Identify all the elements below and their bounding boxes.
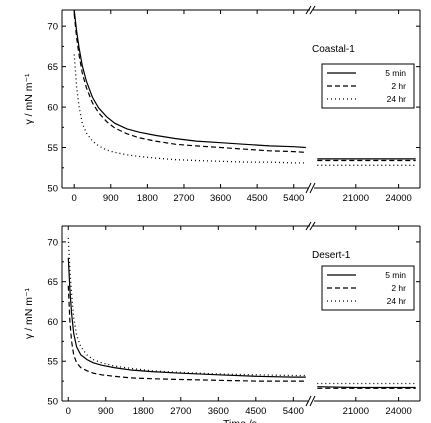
- x-tick-label: 3600: [208, 406, 229, 417]
- x-tick-label: 900: [98, 406, 114, 417]
- axis-break-mark: [309, 395, 316, 407]
- legend-label: 5 min: [385, 68, 406, 78]
- chart-panel-1: 50 55 60 65 70 0 900 1800 2700 3600 4500 5400 21000 2…: [23, 5, 421, 204]
- x-tick-label: 24000: [385, 193, 411, 204]
- series-line-dotted: [73, 54, 306, 164]
- series-line-solid: [317, 386, 416, 389]
- x-tick-label: 2700: [170, 406, 191, 417]
- x-tick-label: 2700: [173, 193, 194, 204]
- x-tick-label: 24000: [385, 406, 411, 417]
- legend-label: 24 hr: [387, 94, 407, 104]
- x-tick-label: 21000: [343, 193, 369, 204]
- x-tick-label: 5400: [283, 193, 304, 204]
- x-tick-label: 0: [72, 193, 77, 204]
- x-tick-label: 4500: [247, 193, 268, 204]
- y-tick-label: 60: [47, 103, 58, 114]
- legend-label: 2 hr: [391, 81, 406, 91]
- axis-break-mark: [305, 395, 312, 407]
- panel-label: Desert-1: [312, 250, 351, 261]
- axis-break-mark: [309, 5, 316, 15]
- series-line-solid: [67, 257, 306, 378]
- axis-break-mark: [305, 221, 312, 231]
- axis-break-mark: [309, 221, 316, 231]
- axis-break-mark: [305, 5, 312, 15]
- axis-break-mark: [309, 182, 316, 194]
- x-tick-label: 1800: [137, 193, 158, 204]
- y-tick-label: 50: [47, 397, 58, 408]
- y-axis-title: γ / mN m⁻¹: [23, 73, 35, 125]
- y-tick-label: 50: [47, 184, 58, 195]
- y-tick-label: 55: [47, 143, 58, 154]
- x-axis-title: Time /s: [223, 418, 257, 423]
- series-line-dashed: [67, 285, 306, 382]
- x-tick-label: 5400: [283, 406, 304, 417]
- y-tick-label: 55: [47, 357, 58, 368]
- legend-label: 5 min: [385, 270, 406, 280]
- series-line-dashed: [73, 13, 306, 153]
- y-axis-title: γ / mN m⁻¹: [23, 287, 35, 339]
- x-tick-label: 900: [103, 193, 119, 204]
- y-tick-label: 65: [47, 62, 58, 73]
- y-tick-label: 70: [47, 237, 58, 248]
- x-tick-label: 1800: [133, 406, 154, 417]
- legend-label: 2 hr: [391, 283, 406, 293]
- y-tick-label: 60: [47, 317, 58, 328]
- chart-panel-2: 50 55 60 65 70 0 900 1800 2700 3600 4500 5400 21000 2…: [23, 221, 421, 423]
- x-tick-label: 4500: [245, 406, 266, 417]
- x-tick-label: 3600: [210, 193, 231, 204]
- y-tick-label: 70: [47, 22, 58, 33]
- axis-break-mark: [305, 182, 312, 194]
- x-tick-label: 21000: [343, 406, 369, 417]
- y-tick-label: 65: [47, 277, 58, 288]
- series-line-solid: [73, 9, 306, 149]
- series-line-dotted: [67, 237, 306, 377]
- x-tick-label: 0: [66, 406, 71, 417]
- legend-label: 24 hr: [387, 296, 407, 306]
- panel-label: Coastal-1: [312, 44, 355, 55]
